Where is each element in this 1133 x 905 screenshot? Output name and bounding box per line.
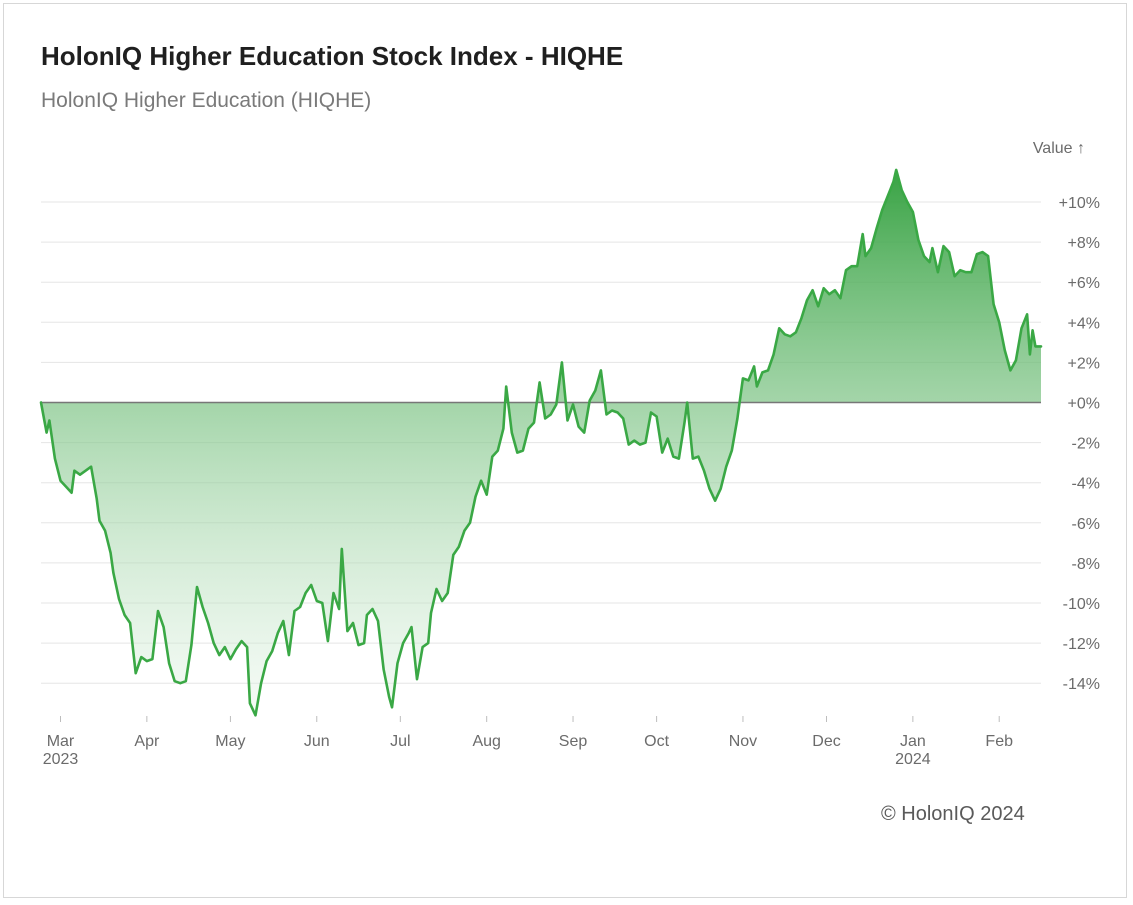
- y-tick-label: -10%: [1063, 596, 1100, 613]
- x-tick-year-label: 2024: [895, 751, 931, 768]
- x-tick-label: Jan: [900, 733, 926, 750]
- x-tick-label: Jun: [304, 733, 330, 750]
- y-tick-label: +4%: [1068, 315, 1100, 332]
- chart-title: HolonIQ Higher Education Stock Index - H…: [41, 41, 624, 71]
- y-tick-label: -6%: [1072, 516, 1100, 533]
- y-tick-label: +2%: [1068, 355, 1100, 372]
- chart-subtitle: HolonIQ Higher Education (HIQHE): [41, 89, 372, 112]
- x-tick-label: Feb: [985, 733, 1013, 750]
- x-tick-label: Oct: [644, 733, 669, 750]
- series-area: [41, 169, 1041, 716]
- x-tick-label: Sep: [559, 733, 588, 750]
- y-axis: +10% +8% +6% +4% +2% +0% -2% -4% -6% -8% -10% -12% -…: [1059, 195, 1100, 693]
- x-tick-label: Dec: [812, 733, 840, 750]
- y-tick-label: +0%: [1068, 396, 1100, 413]
- x-tick-label: Aug: [472, 733, 500, 750]
- x-tick-year-label: 2023: [43, 751, 79, 768]
- copyright-credit: © HolonIQ 2024: [881, 803, 1025, 825]
- y-tick-label: -14%: [1063, 676, 1100, 693]
- y-tick-label: +10%: [1059, 195, 1100, 212]
- y-tick-label: +8%: [1068, 235, 1100, 252]
- y-tick-label: -4%: [1072, 476, 1100, 493]
- y-axis-title: Value ↑: [1033, 140, 1085, 157]
- x-tick-label: Jul: [390, 733, 410, 750]
- y-tick-label: -12%: [1063, 636, 1100, 653]
- y-tick-label: +6%: [1068, 275, 1100, 292]
- x-tick-label: Apr: [134, 733, 160, 750]
- x-tick-label: May: [215, 733, 245, 750]
- y-tick-label: -8%: [1072, 556, 1100, 573]
- series-line: [39, 168, 1043, 717]
- y-tick-label: -2%: [1072, 436, 1100, 453]
- x-tick-label: Nov: [729, 733, 757, 750]
- x-tick-label: Mar: [47, 733, 75, 750]
